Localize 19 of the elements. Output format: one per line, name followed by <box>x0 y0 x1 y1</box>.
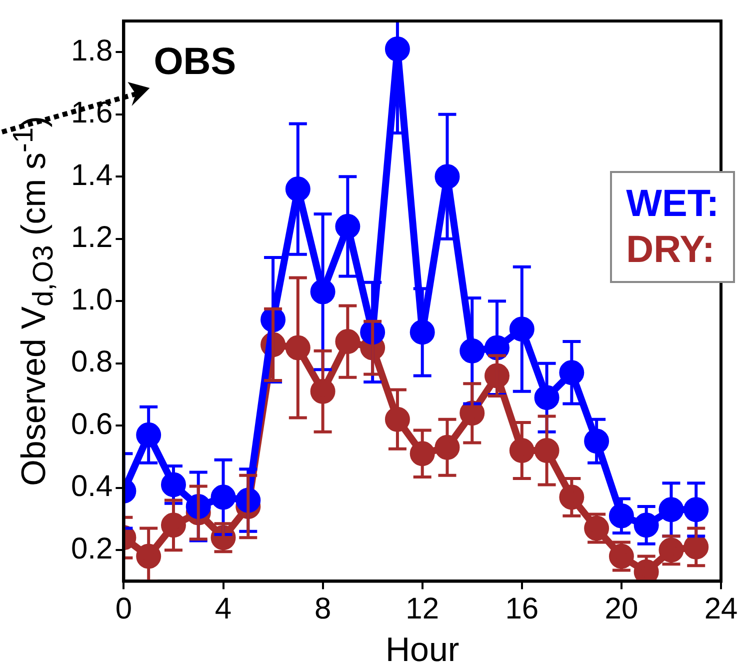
text: DRY: <box>626 228 716 273</box>
x-tick-label: 20 <box>604 592 638 626</box>
x-axis-title: Hour <box>386 630 460 669</box>
y-tick-label: 0.2 <box>70 532 113 566</box>
y-tick-label: 1.4 <box>70 158 113 192</box>
x-tick-label: 4 <box>214 592 232 626</box>
y-tick-label: 0.6 <box>70 408 113 441</box>
x-tick-label: 0 <box>115 592 132 626</box>
text: WET: <box>626 182 719 227</box>
y-tick-label: 0.8 <box>70 346 113 379</box>
y-tick-label: 1.8 <box>70 34 113 68</box>
x-tick-label: 24 <box>704 592 738 626</box>
annotation: OBS <box>154 41 236 84</box>
x-tick-label: 16 <box>505 592 539 626</box>
y-tick-label: 1.2 <box>70 221 113 254</box>
x-tick-label: 12 <box>406 592 440 626</box>
y-tick-label: 1.0 <box>70 283 113 316</box>
x-tick-label: 8 <box>314 592 332 626</box>
y-tick-label: 0.4 <box>70 470 113 504</box>
